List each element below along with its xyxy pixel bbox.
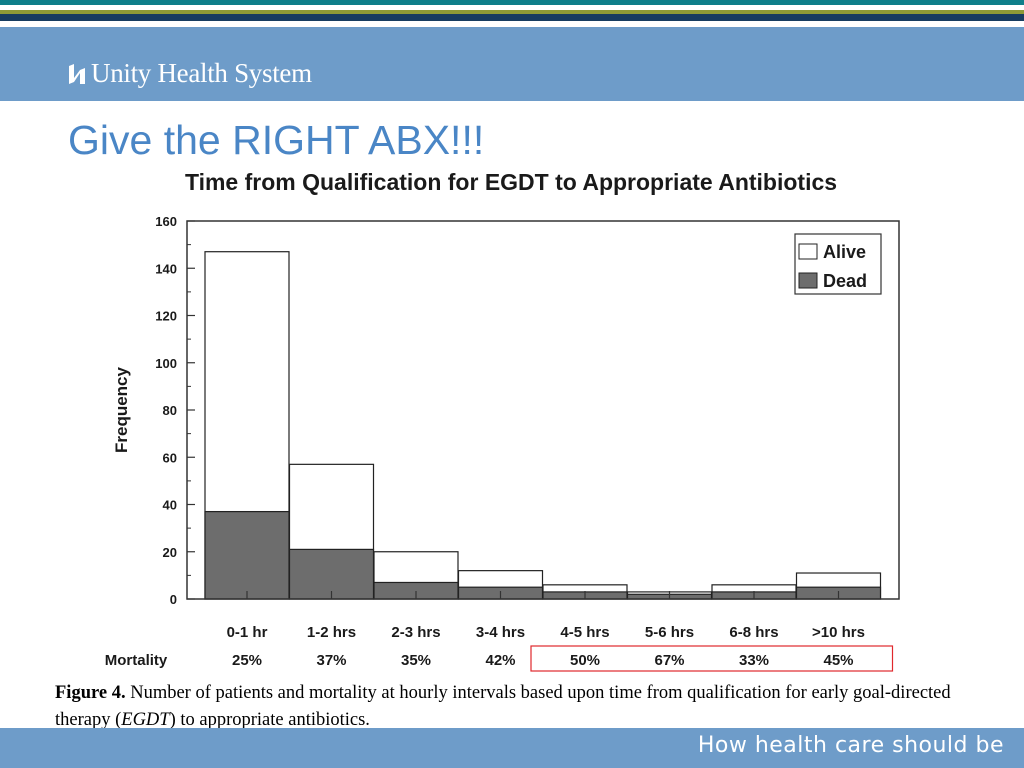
y-tick-label: 160	[155, 214, 177, 229]
y-axis-ticks: 0 20 40 60 80 100 120 140 160	[155, 214, 195, 607]
x-tick-label: 6-8 hrs	[729, 624, 778, 641]
y-tick-label: 140	[155, 261, 177, 276]
logo-text: Unity Health System	[91, 58, 312, 88]
legend-label-alive: Alive	[823, 242, 866, 262]
y-axis-label: Frequency	[112, 366, 131, 453]
y-tick-label: 40	[163, 498, 177, 513]
mortality-value: 33%	[739, 652, 769, 669]
x-tick-label: 5-6 hrs	[645, 624, 694, 641]
y-tick-label: 80	[163, 403, 177, 418]
y-tick-label: 60	[163, 450, 177, 465]
caption-text: Number of patients and mortality at hour…	[55, 683, 951, 730]
mortality-value: 37%	[316, 652, 346, 669]
unity-health-mark-icon	[69, 63, 85, 84]
x-tick-label: 0-1 hr	[227, 624, 268, 641]
legend-swatch-alive	[798, 243, 818, 260]
mortality-value: 45%	[823, 652, 853, 669]
footer-band	[0, 728, 1024, 768]
bar-dead	[204, 510, 290, 600]
mortality-value: 67%	[654, 652, 684, 669]
y-tick-label: 0	[170, 592, 177, 607]
header-band	[0, 27, 1024, 101]
footer-tagline: How health care should be	[697, 733, 1004, 758]
mortality-value: 50%	[570, 652, 600, 669]
mortality-value: 35%	[401, 652, 431, 669]
mortality-value: 42%	[485, 652, 515, 669]
x-tick-label: 2-3 hrs	[391, 624, 440, 641]
mortality-highlight-box	[530, 645, 894, 672]
legend-label-dead: Dead	[823, 271, 867, 291]
mortality-value: 25%	[232, 652, 262, 669]
caption-tail: ) to appropriate antibiotics.	[169, 710, 370, 730]
chart-legend: Alive Dead	[794, 233, 882, 295]
unity-health-logo: Unity Health System	[68, 58, 312, 89]
y-tick-label: 100	[155, 356, 177, 371]
mortality-row: Mortality 25% 37% 35% 42% 50% 67% 33% 45%	[105, 645, 894, 672]
caption-label: Figure 4.	[55, 683, 126, 703]
x-axis-ticks: 0-1 hr 1-2 hrs 2-3 hrs 3-4 hrs 4-5 hrs 5-6 hr…	[227, 591, 865, 641]
plot-frame	[186, 220, 900, 600]
y-tick-label: 120	[155, 309, 177, 324]
top-stripe-navy	[0, 14, 1024, 21]
top-stripe-teal	[0, 0, 1024, 5]
bar-dead	[288, 548, 375, 600]
chart-title: Time from Qualification for EGDT to Appr…	[185, 169, 837, 195]
bar-series	[204, 251, 882, 600]
top-stripe-white	[0, 5, 1024, 10]
mortality-histogram: Time from Qualification for EGDT to Appr…	[105, 169, 900, 672]
x-tick-label: >10 hrs	[812, 624, 865, 641]
x-tick-label: 4-5 hrs	[560, 624, 609, 641]
top-stripe-olive	[0, 10, 1024, 14]
figure-caption: Figure 4. Number of patients and mortali…	[55, 680, 985, 734]
mortality-label: Mortality	[105, 652, 168, 669]
caption-italic: EGDT	[121, 710, 170, 730]
y-tick-label: 20	[163, 545, 177, 560]
legend-swatch-dead	[798, 272, 818, 289]
x-tick-label: 3-4 hrs	[476, 624, 525, 641]
slide-title: Give the RIGHT ABX!!!	[68, 117, 485, 163]
x-tick-label: 1-2 hrs	[307, 624, 356, 641]
